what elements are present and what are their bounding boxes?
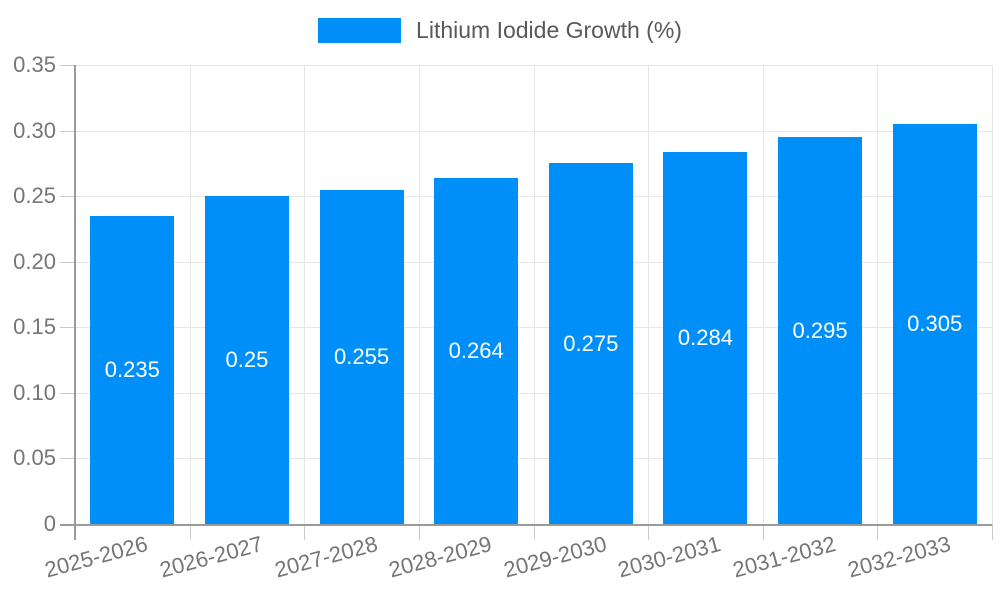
bar-2028-2029[interactable] bbox=[434, 177, 519, 524]
y-axis-label: 0 bbox=[43, 511, 56, 536]
legend-swatch[interactable] bbox=[318, 17, 402, 43]
y-tick bbox=[60, 458, 75, 460]
y-axis-label: 0.25 bbox=[13, 183, 56, 209]
y-axis-label: 0.30 bbox=[13, 117, 56, 143]
x-gridline bbox=[762, 65, 764, 524]
y-axis-label: 0.20 bbox=[13, 248, 56, 274]
x-gridline bbox=[648, 65, 650, 524]
x-gridline bbox=[418, 65, 420, 524]
bar-value-label: 0.255 bbox=[334, 343, 390, 369]
y-tick bbox=[60, 196, 75, 198]
bar-2027-2028[interactable] bbox=[319, 189, 404, 524]
x-gridline bbox=[304, 65, 306, 524]
bar-value-label: 0.305 bbox=[907, 311, 963, 336]
bar-2026-2027[interactable] bbox=[204, 196, 289, 524]
bar-2029-2030[interactable] bbox=[548, 163, 633, 524]
y-axis-label: 0.15 bbox=[13, 314, 56, 340]
bar-value-label: 0.25 bbox=[225, 347, 269, 373]
y-tick bbox=[60, 261, 75, 263]
bar-2031-2032[interactable] bbox=[778, 137, 863, 524]
bar-value-label: 0.275 bbox=[563, 330, 619, 356]
legend-label[interactable]: Lithium Iodide Growth (%) bbox=[416, 16, 682, 43]
y-tick bbox=[60, 392, 75, 394]
x-gridline bbox=[533, 65, 535, 524]
x-tick bbox=[992, 524, 993, 540]
y-axis-label: 0.05 bbox=[13, 445, 56, 471]
y-tick bbox=[60, 65, 75, 66]
bar-2030-2031[interactable] bbox=[663, 151, 748, 524]
x-tick bbox=[418, 524, 420, 540]
x-tick bbox=[533, 524, 535, 540]
x-axis-line bbox=[60, 524, 992, 526]
y-tick bbox=[60, 130, 75, 132]
bar-value-label: 0.264 bbox=[448, 337, 504, 363]
x-gridline bbox=[189, 65, 191, 524]
x-tick bbox=[762, 524, 764, 540]
bar-value-label: 0.284 bbox=[677, 324, 733, 350]
bar-2025-2026[interactable] bbox=[90, 215, 175, 524]
x-tick bbox=[189, 524, 191, 540]
bar-2032-2033[interactable] bbox=[892, 124, 977, 524]
x-gridline bbox=[992, 65, 993, 524]
bar-value-label: 0.235 bbox=[104, 356, 160, 382]
bar-value-label: 0.295 bbox=[792, 317, 848, 343]
x-tick bbox=[877, 524, 879, 540]
x-gridline bbox=[877, 65, 879, 524]
y-axis-label: 0.35 bbox=[13, 52, 56, 77]
y-axis-line bbox=[74, 65, 76, 540]
x-tick bbox=[304, 524, 306, 540]
y-tick bbox=[60, 327, 75, 329]
y-axis-label: 0.10 bbox=[13, 379, 56, 405]
legend: Lithium Iodide Growth (%) bbox=[0, 14, 1000, 46]
x-tick bbox=[648, 524, 650, 540]
